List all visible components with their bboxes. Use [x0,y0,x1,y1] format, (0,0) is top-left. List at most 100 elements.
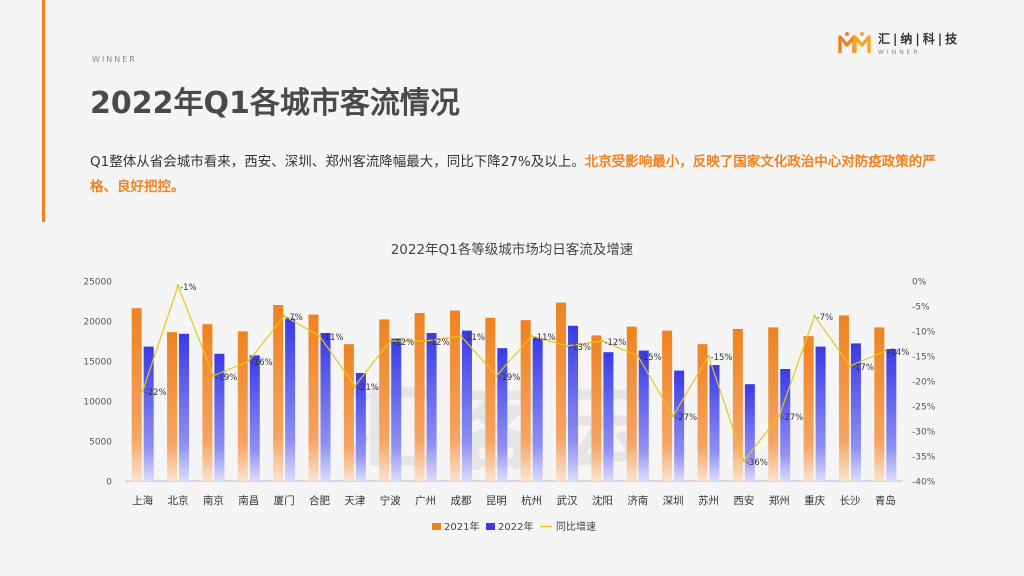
bar-2022 [709,365,720,481]
growth-point [353,384,357,388]
growth-data-label: -13% [569,343,591,353]
x-tick-label: 广州 [415,495,436,507]
x-tick-label: 西安 [733,494,754,507]
growth-point [494,374,498,378]
y-left-tick-label: 0 [106,478,112,488]
growth-data-label: -7% [286,313,303,323]
x-tick-label: 成都 [450,495,471,507]
bar-2021 [768,327,779,481]
bar-2022 [638,350,649,481]
bar-2022 [780,369,791,481]
bar-2022 [391,338,402,481]
growth-data-label: -11% [534,333,556,343]
x-tick-label: 郑州 [769,494,790,507]
bar-2022 [674,370,685,481]
growth-data-label: -7% [817,313,834,323]
y-right-tick-label: 0% [912,278,927,288]
bar-2022 [426,333,437,481]
bar-2022 [320,333,331,481]
bar-2022 [744,384,755,481]
legend-swatch-2022 [486,523,495,530]
bar-2021 [626,326,637,481]
x-tick-label: 北京 [168,494,189,507]
bar-2022 [143,346,154,481]
growth-data-label: -1% [180,283,197,293]
growth-point [601,339,604,343]
growth-point [883,349,887,353]
bar-2021 [379,319,390,481]
company-logo: 汇|纳|科|技 WINNER [838,30,960,56]
growth-data-label: -11% [463,333,485,343]
chart: 0 5000 10000 15000 20000 25000 0% -5% -10% -15% -2… [83,278,936,534]
bar-2021 [237,331,248,481]
growth-point [742,459,746,463]
description: Q1整体从省会城市看来，西安、深圳、郑州客流降幅最大，同比下降27%及以上。北京… [90,150,950,200]
bar-2022 [886,349,897,481]
bar-2021 [449,310,460,481]
bar-2021 [273,305,284,481]
y-right-tick-label: -35% [912,453,936,463]
y-right-tick-label: -30% [912,428,936,438]
y-left-tick-label: 25000 [83,278,112,288]
growth-data-label: -22% [145,388,167,398]
growth-point [565,344,569,348]
bar-2021 [308,314,319,481]
bar-2022 [249,355,260,481]
growth-point [176,284,180,288]
chart-title: 2022年Q1各等级城市场均日客流及增速 [390,242,634,258]
growth-data-label: -21% [357,383,379,393]
bar-2022 [285,318,296,481]
bar-2021 [697,344,708,481]
x-tick-label: 济南 [627,494,648,507]
y-right-tick-label: -40% [912,478,936,488]
y-left-tick-label: 5000 [89,438,112,448]
growth-data-label: -27% [781,413,803,423]
growth-point [848,364,852,368]
bar-2021 [556,302,567,481]
bar-2021 [803,336,814,481]
x-tick-label: 长沙 [839,495,860,507]
y-right-tick-label: -5% [912,303,930,313]
y-right-tick-label: -20% [912,378,936,388]
y-left-tick-label: 15000 [83,358,112,368]
bar-2022 [850,343,861,481]
growth-point [424,339,427,343]
growth-data-label: -19% [215,373,237,383]
growth-data-label: -11% [322,333,344,343]
growth-point [671,414,675,418]
x-tick-label: 深圳 [663,495,684,507]
legend-label-2021: 2021年 [444,520,479,533]
growth-point [282,314,286,318]
legend-label-2022: 2022年 [498,520,533,533]
growth-data-label: -12% [428,338,450,348]
bar-2021 [520,320,531,481]
description-normal: Q1整体从省会城市看来，西安、深圳、郑州客流降幅最大，同比下降27%及以上。 [90,154,585,170]
growth-data-label: -27% [675,413,697,423]
growth-data-label: -14% [887,348,909,358]
bar-2021 [485,317,496,481]
x-tick-label: 厦门 [274,494,295,507]
growth-point [247,359,251,363]
logo-en-text: WINNER [878,49,921,56]
bar-2022 [355,373,366,481]
y-right-tick-label: -25% [912,403,936,413]
bar-2022 [179,333,190,481]
growth-point [530,334,534,338]
y-right-tick-label: -10% [912,328,936,338]
bar-2021 [591,335,602,481]
growth-data-label: -12% [604,338,626,348]
bar-2022 [568,325,579,481]
growth-line [142,284,886,463]
logo-cn-text: 汇|纳|科|技 [878,32,961,46]
growth-data-label: -19% [498,373,520,383]
growth-data-label: -15% [711,353,733,363]
x-tick-label: 苏州 [698,494,719,507]
growth-point [318,334,321,338]
x-tick-label: 天津 [344,495,365,507]
growth-data-label: -15% [640,353,662,363]
x-tick-label: 宁波 [380,494,401,507]
x-tick-label: 南京 [203,494,224,507]
bar-2022 [497,348,508,481]
growth-point [813,314,816,318]
growth-data-label: -16% [251,358,273,368]
